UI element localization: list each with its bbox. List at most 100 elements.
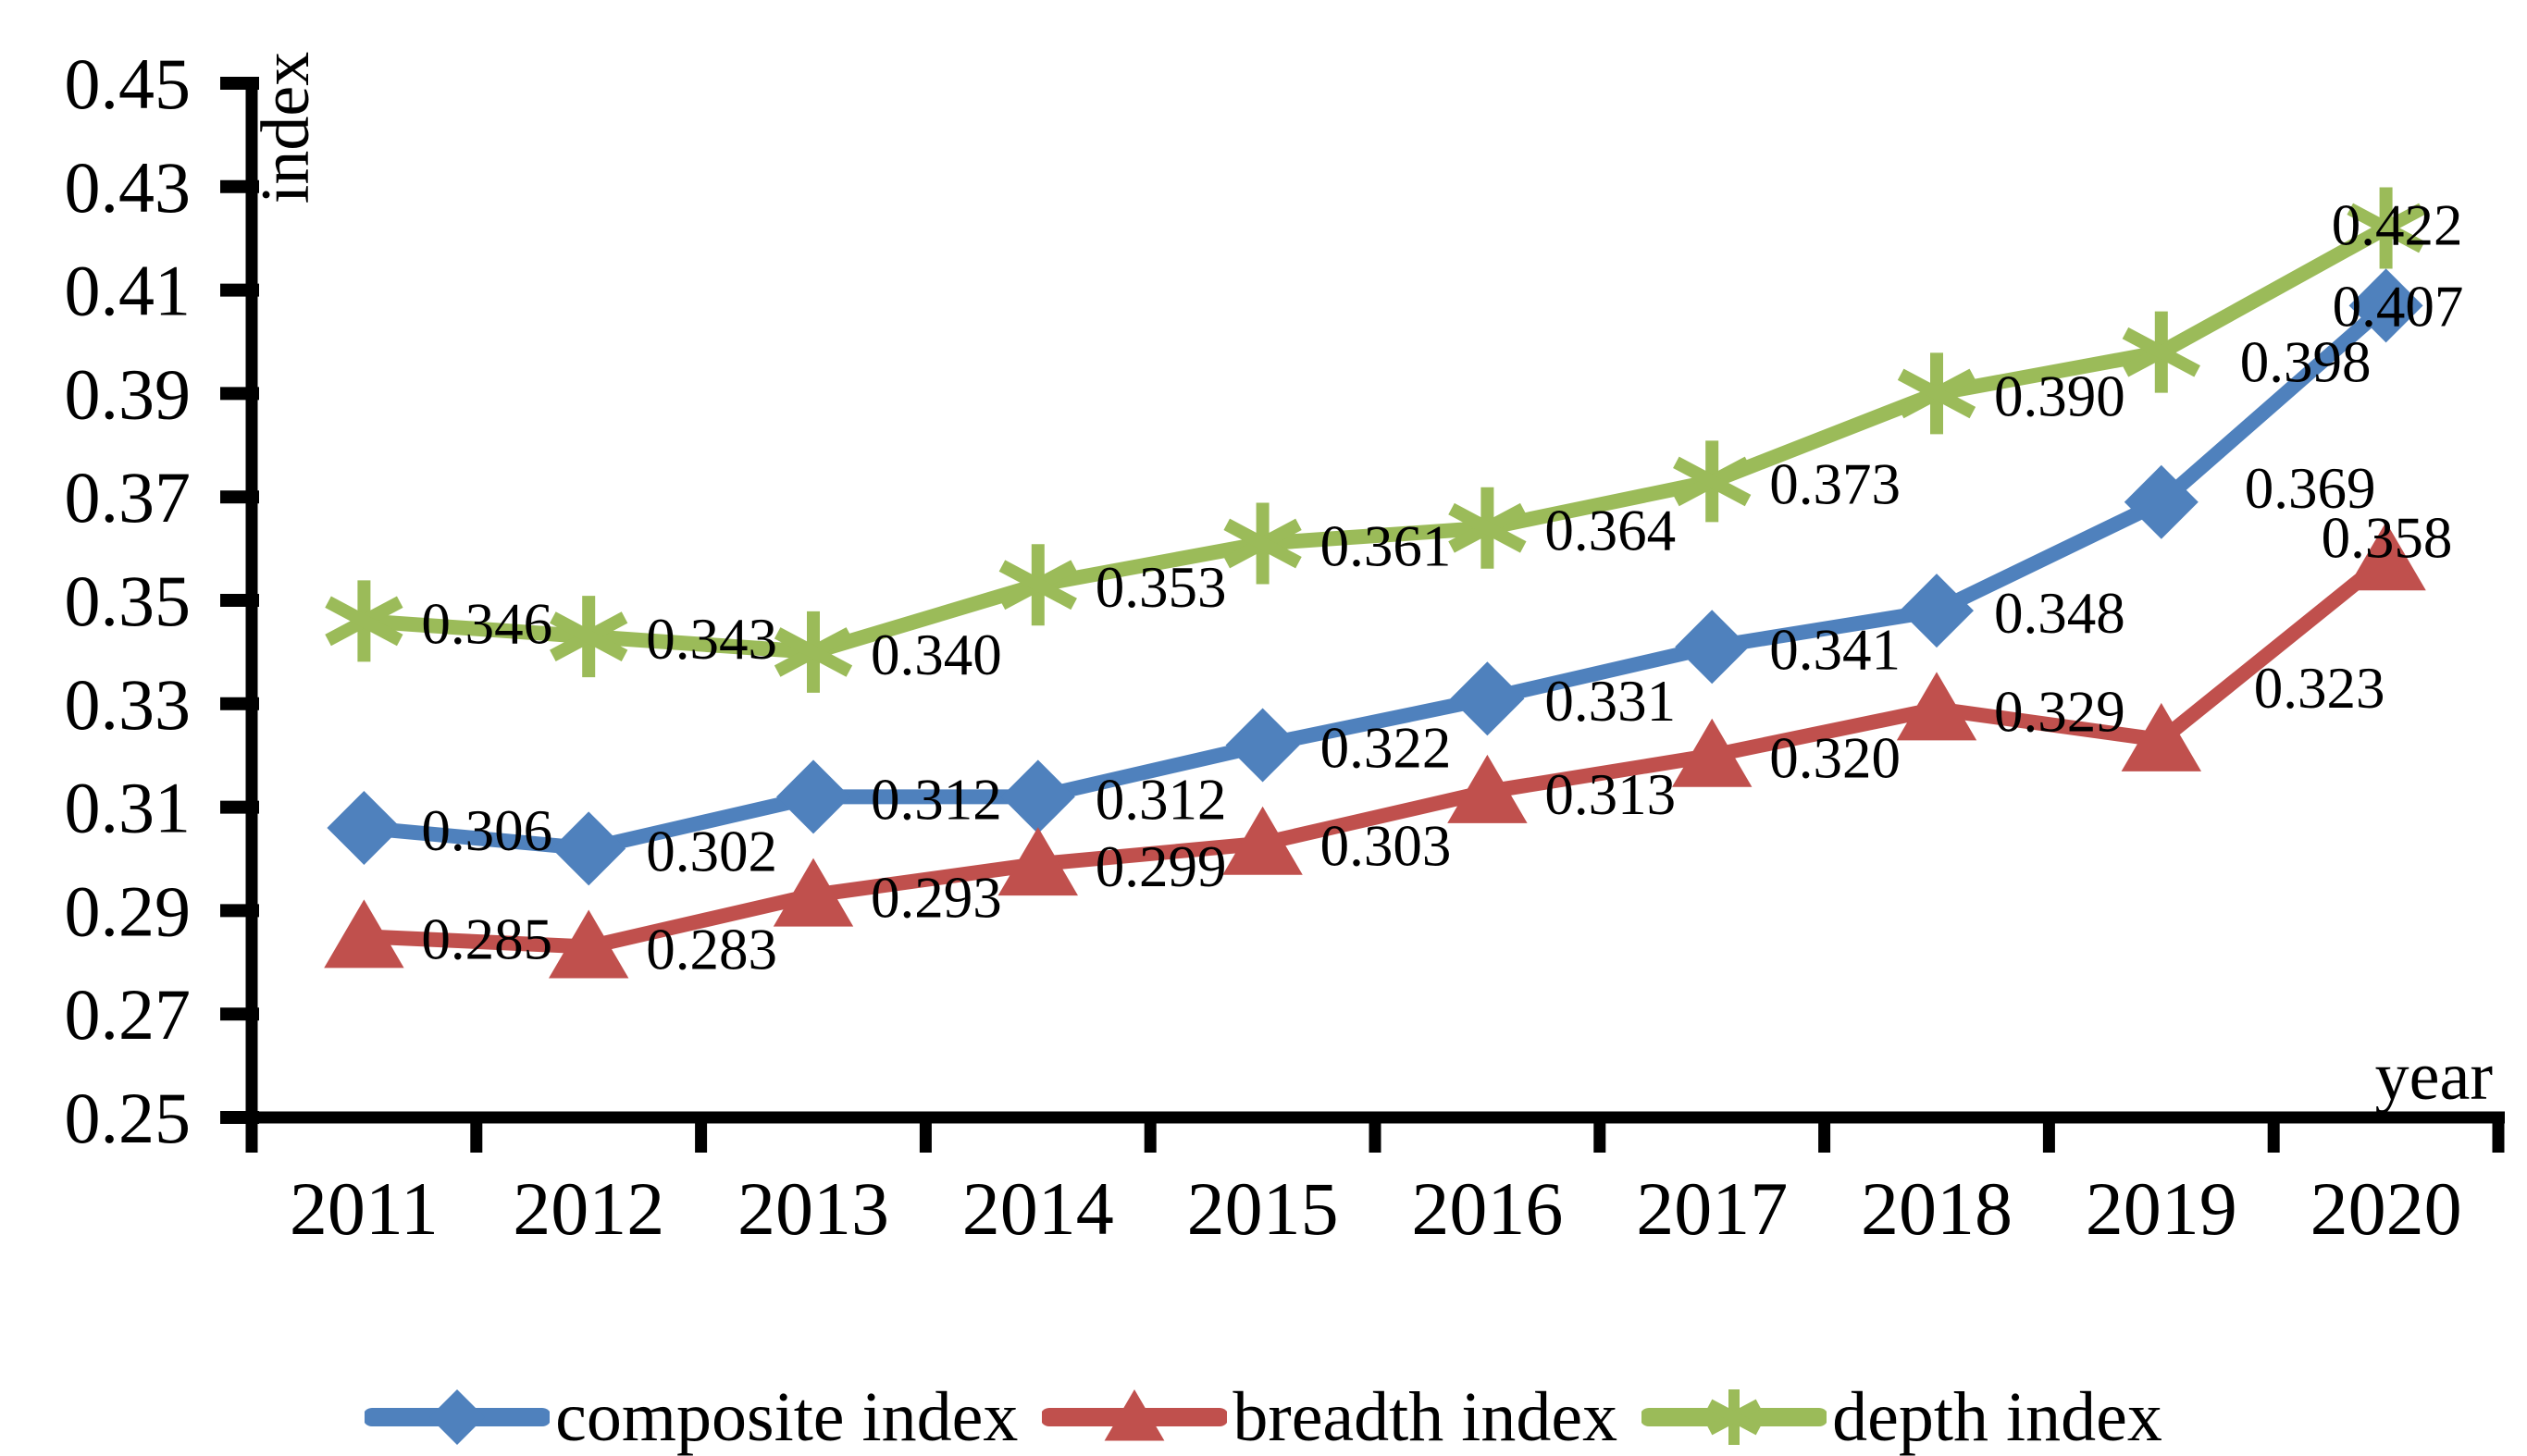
y-tick-label: 0.25 (65, 1078, 192, 1158)
y-axis-title: index (248, 52, 324, 204)
data-label: 0.293 (871, 866, 1002, 931)
x-axis: 2011 2012 2013 2014 2015 2016 2017 2018 2019 2020 (245, 1111, 2505, 1251)
chart-legend: composite index breadth index depth inde… (0, 1371, 2527, 1456)
triangle-marker-icon (1447, 754, 1528, 823)
data-label: 0.303 (1320, 814, 1452, 879)
data-label: 0.320 (1769, 726, 1901, 791)
data-labels: 0.306 0.302 0.312 0.312 0.322 0.331 0.341 0.348… (421, 193, 2463, 982)
asterisk-marker-icon (774, 611, 853, 693)
y-tick-label: 0.33 (65, 664, 192, 745)
data-label: 0.306 (421, 798, 552, 863)
data-label: 0.407 (2333, 274, 2464, 339)
series-composite-index (327, 268, 2423, 886)
triangle-marker-icon (549, 909, 629, 979)
data-label: 0.361 (1320, 514, 1452, 579)
data-label: 0.341 (1769, 617, 1901, 682)
x-tick-label: 2012 (513, 1166, 664, 1251)
triangle-marker-icon (773, 858, 854, 927)
data-label: 0.364 (1544, 499, 1676, 563)
legend-label: depth index (1832, 1378, 2162, 1456)
series-breadth-index (324, 522, 2426, 979)
data-label: 0.343 (646, 607, 777, 672)
diamond-marker-icon (2348, 268, 2423, 343)
data-label: 0.369 (2245, 456, 2376, 521)
diamond-marker-icon (1900, 574, 1974, 648)
y-tick-label: 0.43 (65, 147, 192, 228)
data-label: 0.398 (2240, 330, 2372, 395)
x-tick-label: 2011 (290, 1166, 439, 1251)
data-label: 0.331 (1544, 669, 1676, 734)
triangle-marker-icon (1672, 718, 1753, 787)
triangle-marker-icon (1896, 672, 1977, 741)
legend-label: composite index (555, 1378, 1019, 1456)
x-tick-label: 2019 (2086, 1166, 2237, 1251)
triangle-marker-icon (2121, 702, 2201, 771)
diamond-marker-icon (1450, 661, 1525, 736)
y-tick-label: 0.29 (65, 870, 192, 951)
asterisk-marker-icon (2347, 187, 2425, 269)
x-tick-label: 2018 (1861, 1166, 2013, 1251)
legend-item-composite-index: composite index (365, 1373, 1018, 1456)
y-tick-label: 0.31 (65, 768, 192, 848)
asterisk-marker-icon (1673, 440, 1752, 523)
legend-item-depth-index: depth index (1641, 1373, 2162, 1456)
x-tick-label: 2015 (1187, 1166, 1339, 1251)
data-label: 0.285 (421, 907, 552, 971)
asterisk-marker-icon (998, 544, 1077, 626)
data-label: 0.390 (1994, 364, 2125, 428)
diamond-marker-icon (2124, 464, 2199, 539)
legend-swatch-icon (1042, 1389, 1228, 1441)
diamond-marker-icon (429, 1389, 486, 1445)
asterisk-marker-icon (2122, 311, 2200, 393)
triangle-marker-icon (2346, 522, 2426, 591)
diamond-marker-icon (327, 790, 402, 865)
data-label: 0.346 (421, 591, 552, 656)
series-line (356, 298, 2394, 857)
data-label: 0.302 (646, 819, 777, 883)
asterisk-marker-icon (1706, 1389, 1762, 1445)
y-tick-label: 0.37 (65, 457, 192, 537)
y-tick-label: 0.39 (65, 353, 192, 434)
series-depth-index (325, 187, 2425, 693)
triangle-marker-icon (1104, 1389, 1165, 1441)
data-label: 0.340 (871, 623, 1002, 687)
y-tick-label: 0.41 (65, 251, 192, 331)
legend-label: breadth index (1233, 1378, 1618, 1456)
data-label: 0.313 (1544, 762, 1676, 827)
diamond-marker-icon (776, 759, 850, 834)
asterisk-marker-icon (325, 580, 403, 662)
series-line (356, 220, 2394, 660)
x-tick-label: 2013 (737, 1166, 889, 1251)
data-label: 0.299 (1096, 834, 1227, 899)
data-label: 0.312 (1096, 767, 1227, 832)
data-label: 0.353 (1096, 555, 1227, 620)
data-label: 0.373 (1769, 451, 1901, 516)
diamond-marker-icon (551, 811, 626, 886)
data-label: 0.283 (646, 918, 777, 982)
asterisk-marker-icon (550, 596, 628, 678)
diamond-marker-icon (1675, 610, 1750, 685)
data-label: 0.312 (871, 767, 1002, 832)
data-label: 0.422 (2332, 193, 2463, 258)
diamond-marker-icon (1000, 759, 1075, 834)
triangle-marker-icon (997, 827, 1078, 896)
series-line (356, 551, 2394, 955)
data-label: 0.323 (2254, 656, 2385, 721)
y-tick-label: 0.35 (65, 561, 192, 641)
data-label: 0.358 (2322, 505, 2453, 570)
x-axis-title: year (2375, 1039, 2493, 1115)
x-tick-label: 2020 (2310, 1166, 2462, 1251)
y-tick-label: 0.27 (65, 974, 192, 1055)
data-label: 0.348 (1994, 581, 2125, 646)
x-tick-label: 2017 (1636, 1166, 1788, 1251)
x-tick-label: 2016 (1411, 1166, 1563, 1251)
y-tick-label: 0.45 (65, 43, 192, 124)
legend-swatch-icon (365, 1389, 551, 1445)
asterisk-marker-icon (1448, 487, 1527, 569)
legend-swatch-icon (1641, 1389, 1827, 1445)
asterisk-marker-icon (1897, 352, 1976, 435)
legend-item-breadth-index: breadth index (1042, 1373, 1617, 1456)
data-label: 0.322 (1320, 716, 1452, 781)
